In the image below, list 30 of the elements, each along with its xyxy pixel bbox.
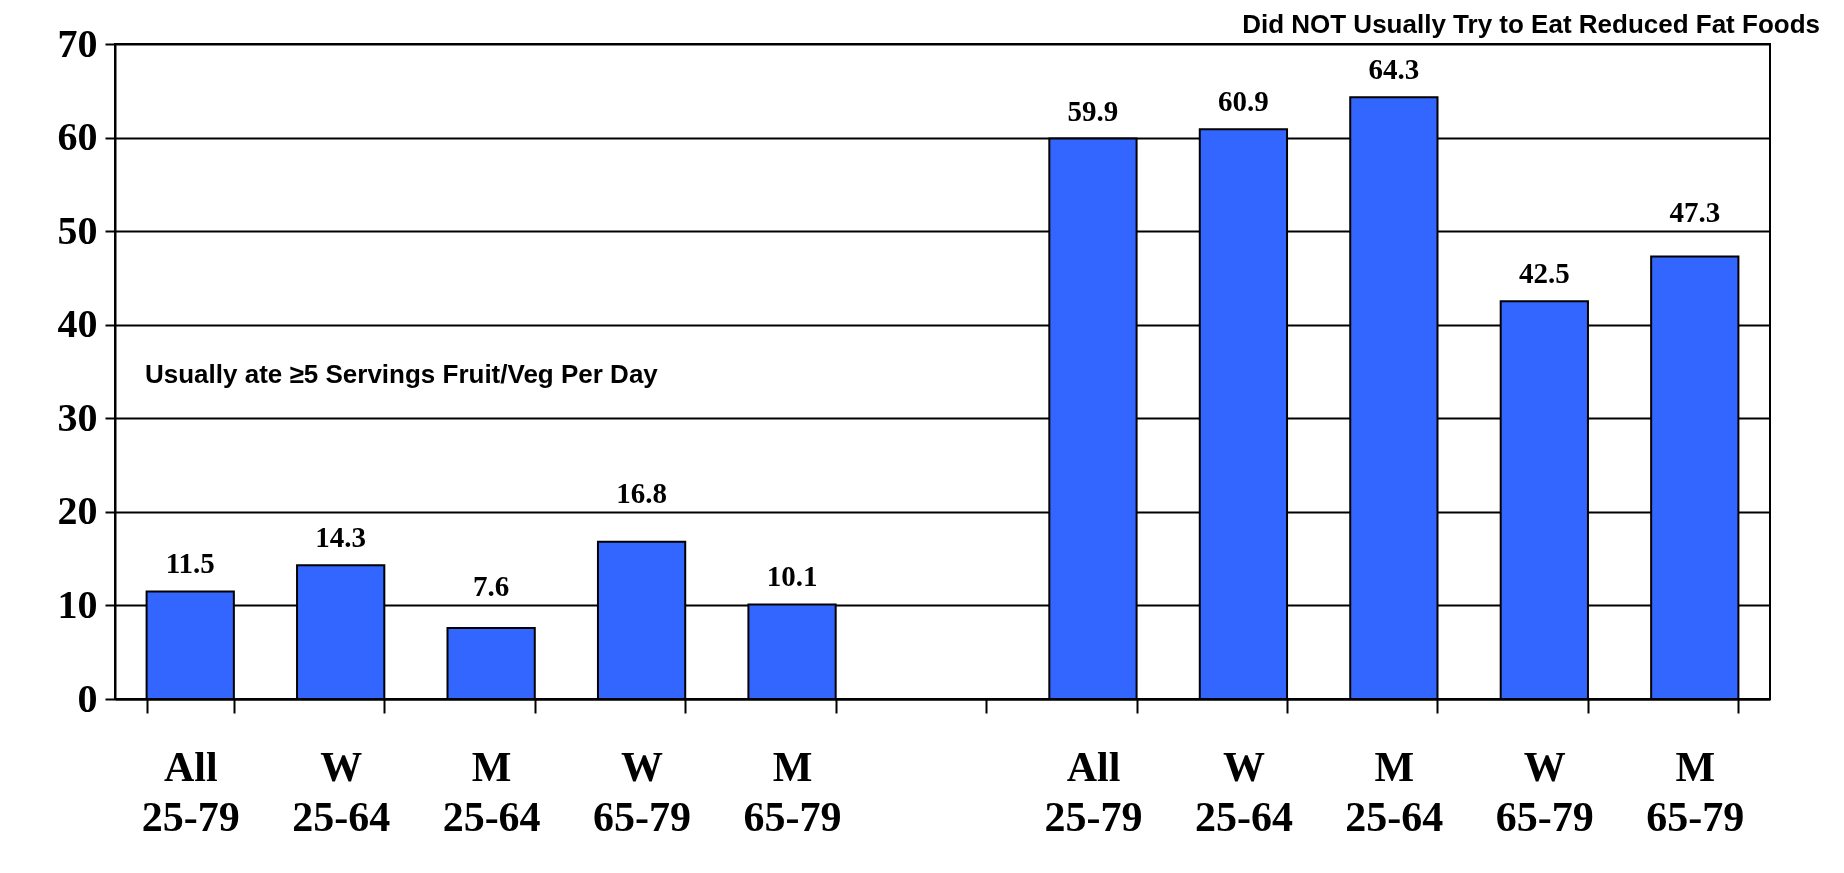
data-label: 42.5 [1518,257,1570,290]
data-label: 7.6 [473,570,510,603]
x-tick-label: W 65-79 [593,743,692,840]
y-tick-label: 20 [57,488,98,534]
y-tick-label: 60 [57,114,98,160]
x-tick-label: All 25-79 [1044,743,1143,840]
y-tick-label: 70 [57,20,98,66]
x-tick-label: W 25-64 [292,743,391,840]
data-label: 64.3 [1368,53,1420,86]
annotation: Usually ate ≥5 Servings Fruit/Veg Per Day [145,359,659,390]
y-tick-label: 10 [57,581,98,627]
x-tick-label: M 25-64 [1345,743,1444,840]
y-tick-label: 0 [77,675,98,721]
x-tick-label: All 25-79 [141,743,240,840]
data-label: 59.9 [1067,94,1119,127]
x-tick-label: M 65-79 [1646,743,1745,840]
data-label: 47.3 [1669,196,1721,229]
data-label: 16.8 [616,476,667,509]
data-label: 14.3 [315,521,367,554]
y-tick-label: 40 [57,301,98,347]
x-tick-label: M 25-64 [442,743,541,840]
data-label: 60.9 [1218,85,1269,118]
data-label: 10.1 [766,560,818,593]
y-tick-label: 30 [57,394,98,440]
text: Did NOT Usually Try to Eat Reduced Fat Foods [1242,9,1820,39]
x-tick-label: W 25-64 [1194,743,1293,840]
data-label: 11.5 [165,547,215,580]
x-tick-label: W 65-79 [1495,743,1594,840]
x-tick-label: M 65-79 [743,743,842,840]
y-tick-label: 50 [57,207,98,253]
